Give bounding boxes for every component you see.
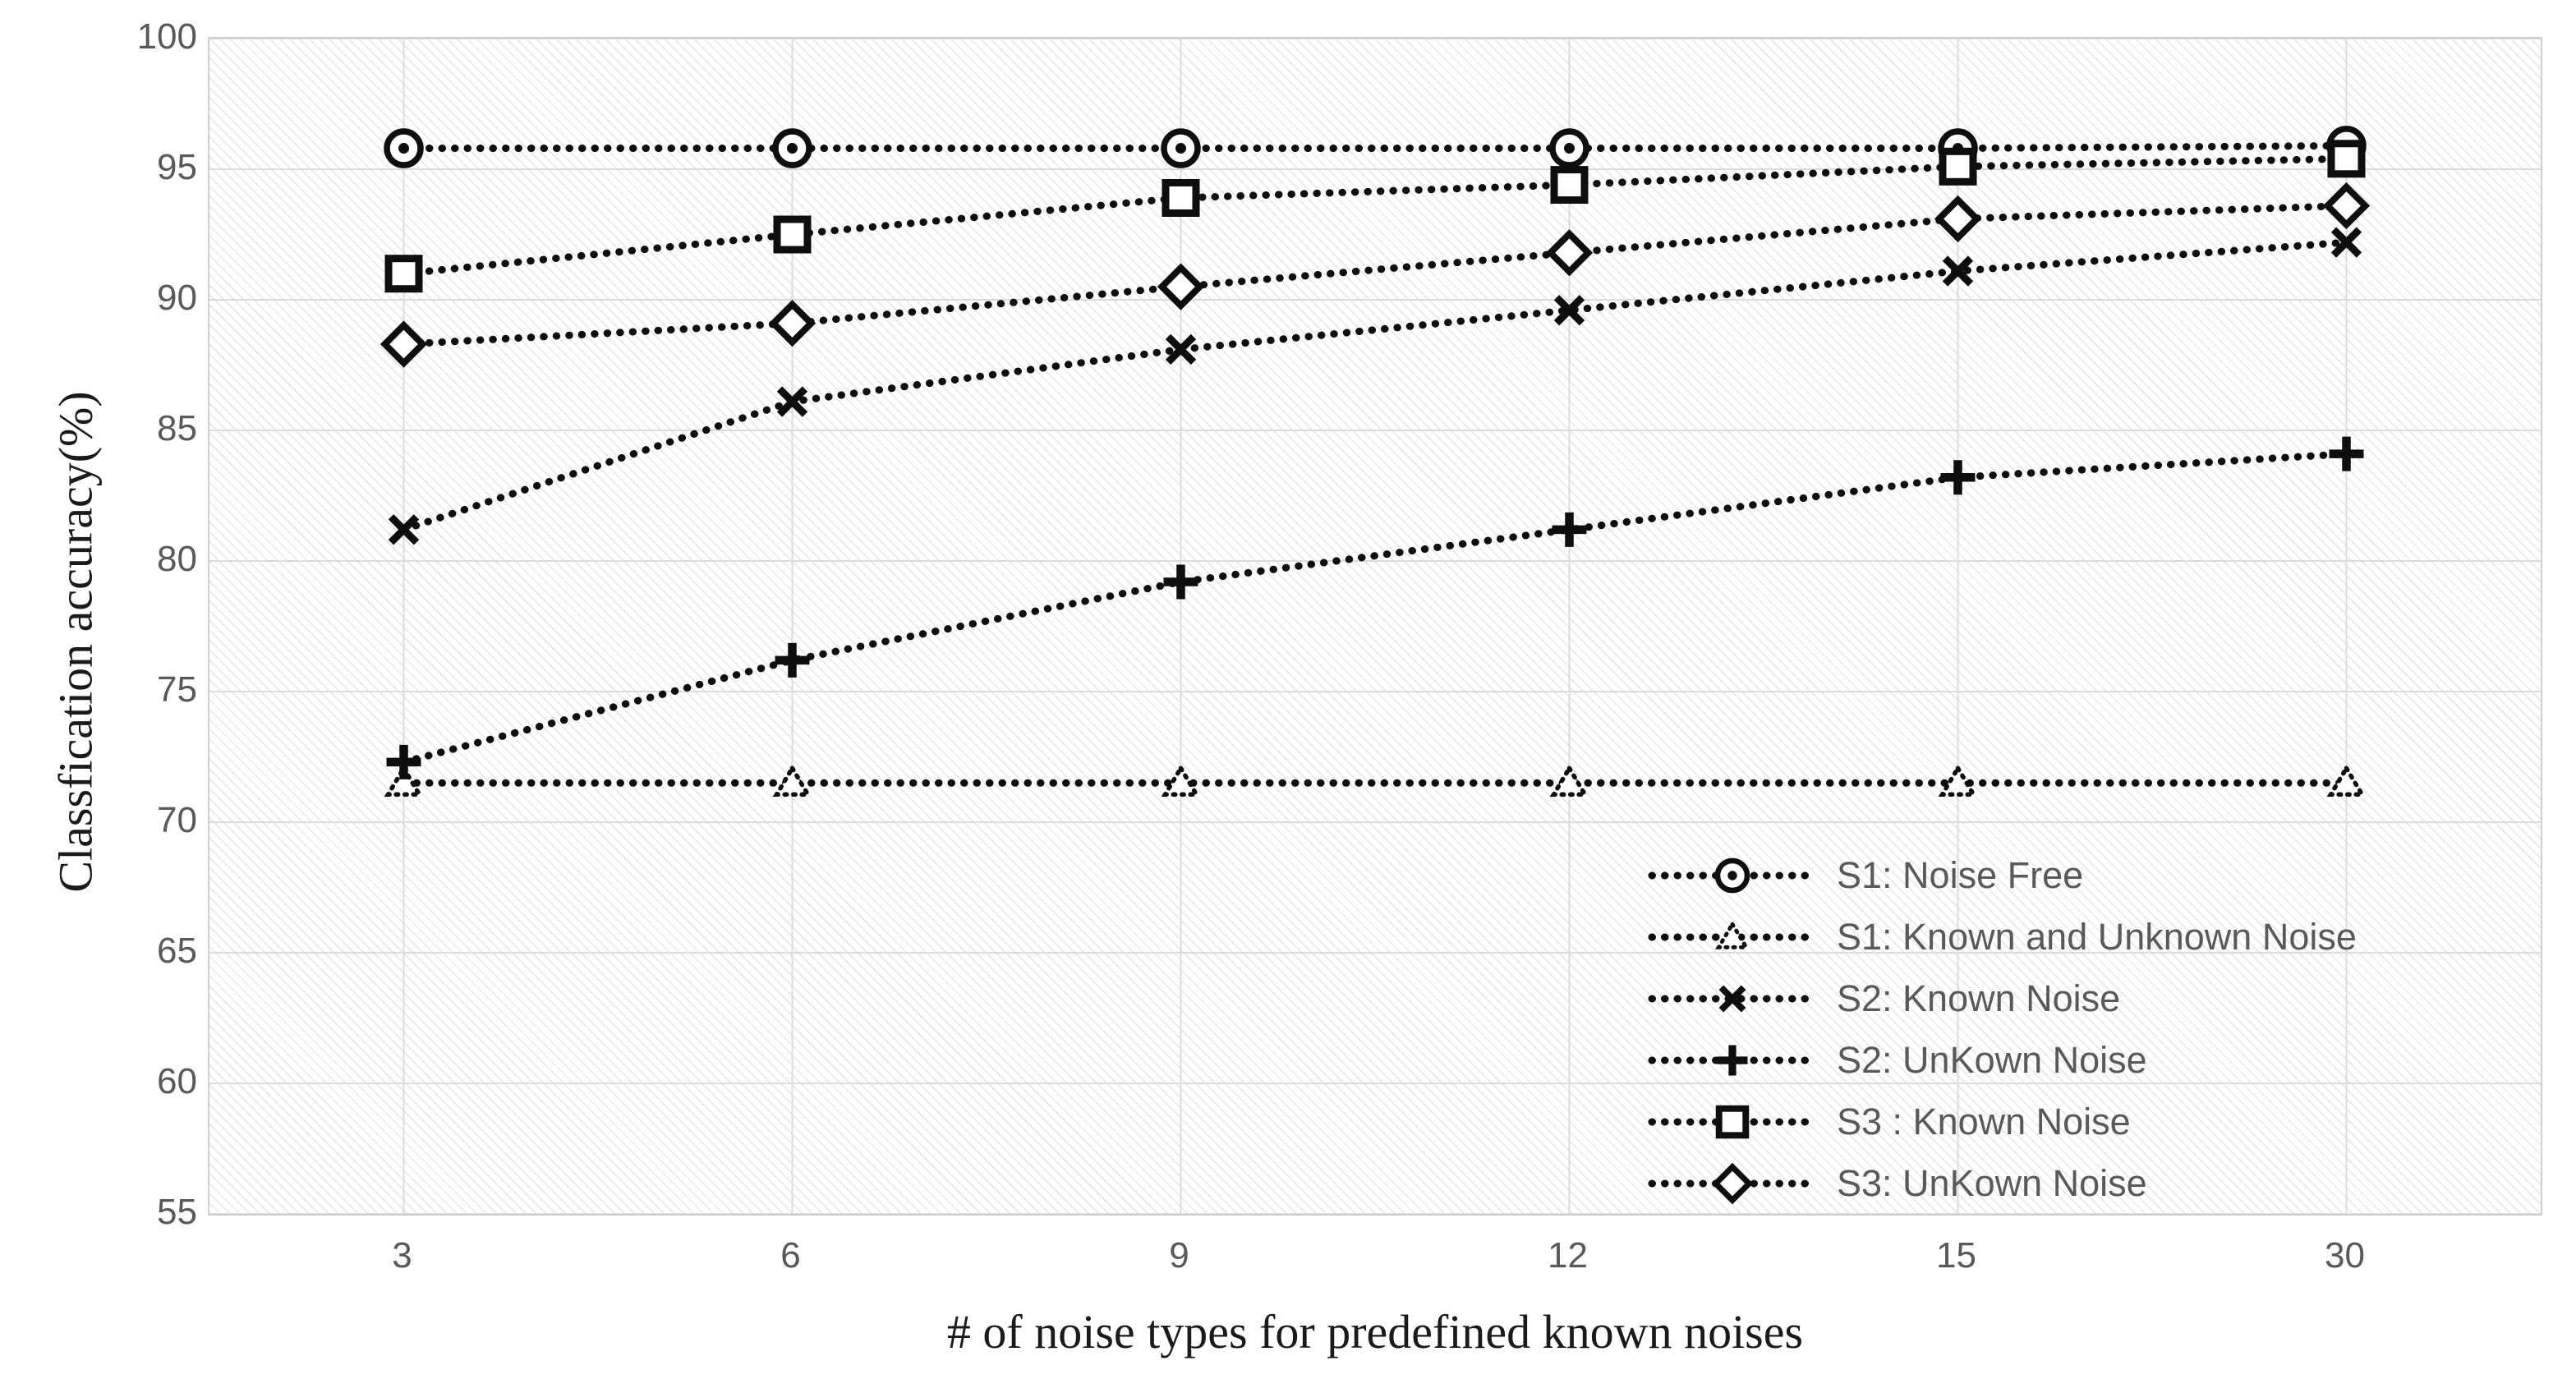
x-tick-label: 12 — [1548, 1235, 1588, 1276]
data-point-marker — [1549, 128, 1589, 168]
legend-label: S1: Known and Unknown Noise — [1837, 915, 2357, 958]
legend-x-cross-icon — [1648, 985, 1817, 1012]
data-point-marker — [772, 763, 812, 798]
legend-item-s1-known-and-unknown-noise: S1: Known and Unknown Noise — [1644, 906, 2357, 968]
data-point-marker — [1165, 333, 1197, 365]
data-point-marker — [384, 128, 424, 168]
x-tick-label: 15 — [1936, 1235, 1976, 1276]
data-point-marker — [1552, 512, 1587, 547]
data-point-marker — [772, 128, 812, 168]
data-point-marker — [384, 255, 423, 293]
legend-item-s2-unkown-noise: S2: UnKown Noise — [1644, 1029, 2357, 1091]
y-tick-label: 85 — [157, 408, 197, 448]
plot-area — [208, 37, 2542, 1216]
y-axis-title: Classfication accuracy(%) — [48, 391, 103, 893]
data-point-marker — [773, 215, 812, 254]
x-tick-label: 9 — [1169, 1235, 1189, 1276]
series-line — [400, 238, 2350, 534]
data-point-marker — [2329, 436, 2364, 471]
data-point-marker — [1550, 166, 1589, 205]
data-point-marker — [1938, 763, 1978, 798]
x-tick-label: 30 — [2325, 1235, 2365, 1276]
series-line — [400, 450, 2350, 766]
y-tick-label: 55 — [157, 1192, 197, 1232]
legend-label: S2: Known Noise — [1837, 977, 2121, 1019]
data-point-marker — [380, 320, 428, 368]
data-point-marker — [1163, 564, 1198, 600]
data-point-marker — [388, 514, 420, 545]
data-point-marker — [2326, 763, 2367, 798]
data-point-marker — [1157, 263, 1205, 310]
series-line — [400, 141, 2350, 153]
data-point-marker — [1940, 460, 1976, 495]
data-point-marker — [2330, 227, 2362, 258]
x-tick-label: 6 — [780, 1235, 801, 1276]
y-tick-label: 95 — [157, 147, 197, 187]
x-axis-title: # of noise types for predefined known no… — [946, 1305, 1804, 1359]
legend-diamond-icon — [1648, 1162, 1817, 1204]
y-tick-label: 75 — [157, 669, 197, 710]
data-point-marker — [1162, 178, 1200, 217]
data-point-marker — [776, 386, 808, 417]
data-point-marker — [384, 763, 424, 798]
legend-label: S3 : Known Noise — [1837, 1100, 2131, 1142]
legend-label: S2: UnKown Noise — [1837, 1038, 2147, 1081]
legend: S1: Noise Free S1: Known and Unknown Nois… — [1644, 844, 2357, 1214]
data-point-marker — [1934, 195, 1982, 243]
data-point-marker — [2327, 140, 2366, 178]
data-point-marker — [1942, 255, 1974, 287]
legend-item-s3-unkown-noise: S3: UnKown Noise — [1644, 1152, 2357, 1214]
data-point-marker — [775, 642, 810, 678]
y-tick-label: 80 — [157, 539, 197, 579]
data-point-marker — [1161, 128, 1201, 168]
data-point-marker — [1161, 763, 1201, 798]
legend-label: S1: Noise Free — [1837, 853, 2084, 896]
data-point-marker — [1545, 229, 1594, 277]
data-point-marker — [386, 744, 421, 779]
data-point-marker — [1549, 763, 1589, 798]
y-tick-label: 90 — [157, 278, 197, 318]
y-tick-label: 70 — [157, 800, 197, 840]
data-point-marker — [1939, 147, 1977, 186]
data-point-marker — [1553, 295, 1585, 326]
legend-square-icon — [1648, 1105, 1817, 1138]
legend-plus-icon — [1648, 1045, 1817, 1075]
legend-item-s1-noise-free: S1: Noise Free — [1644, 844, 2357, 906]
series-line — [400, 202, 2350, 348]
legend-triangle-dotted-icon — [1648, 919, 1817, 949]
legend-label: S3: UnKown Noise — [1837, 1161, 2147, 1204]
y-tick-label: 65 — [157, 931, 197, 971]
x-tick-label: 3 — [392, 1235, 412, 1276]
y-tick-label: 60 — [157, 1061, 197, 1101]
data-point-marker — [768, 299, 816, 347]
y-tick-label: 100 — [136, 16, 197, 57]
legend-item-s2-known-noise: S2: Known Noise — [1644, 968, 2357, 1029]
chart-canvas — [209, 39, 2541, 1214]
legend-circle-dot-icon — [1648, 857, 1817, 893]
data-point-marker — [2322, 182, 2371, 230]
legend-item-s3-known-noise: S3 : Known Noise — [1644, 1091, 2357, 1152]
